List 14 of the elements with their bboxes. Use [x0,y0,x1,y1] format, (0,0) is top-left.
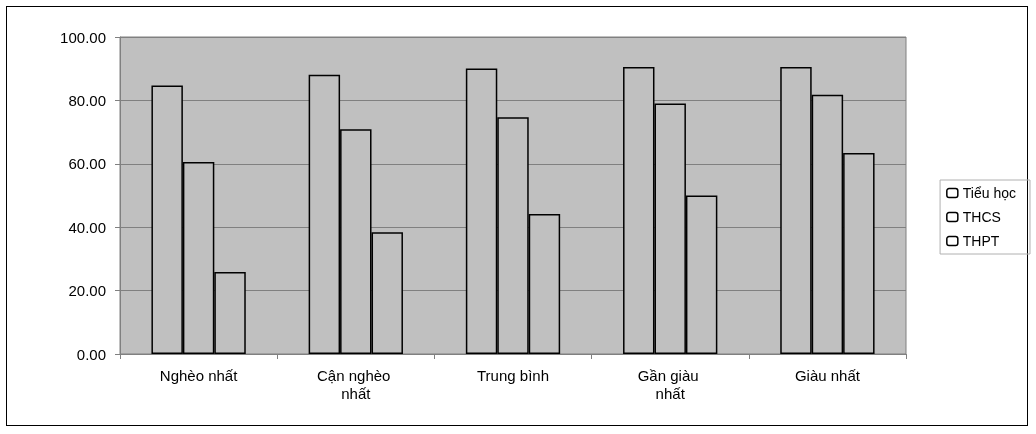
y-tick-label: 0.00 [76,345,106,363]
x-tick-label: Nghèo nhất [159,366,239,384]
x-tick-label: Trung bình [477,366,549,384]
y-tick-label: 80.00 [68,91,106,109]
y-tick-label: 40.00 [68,218,106,236]
y-tick-label: 100.00 [60,28,106,46]
x-tick-label: Cận nghèo nhất [317,366,395,402]
legend-label: THCS [962,209,1001,225]
legend-label: Tiểu học [962,185,1017,201]
x-tick-label: Gần giàu nhất [637,366,703,402]
x-tick-label: Giàu nhất [794,366,861,384]
legend-label: THPT [962,233,1000,249]
y-tick-label: 60.00 [68,155,106,173]
y-tick-label: 20.00 [68,282,106,300]
